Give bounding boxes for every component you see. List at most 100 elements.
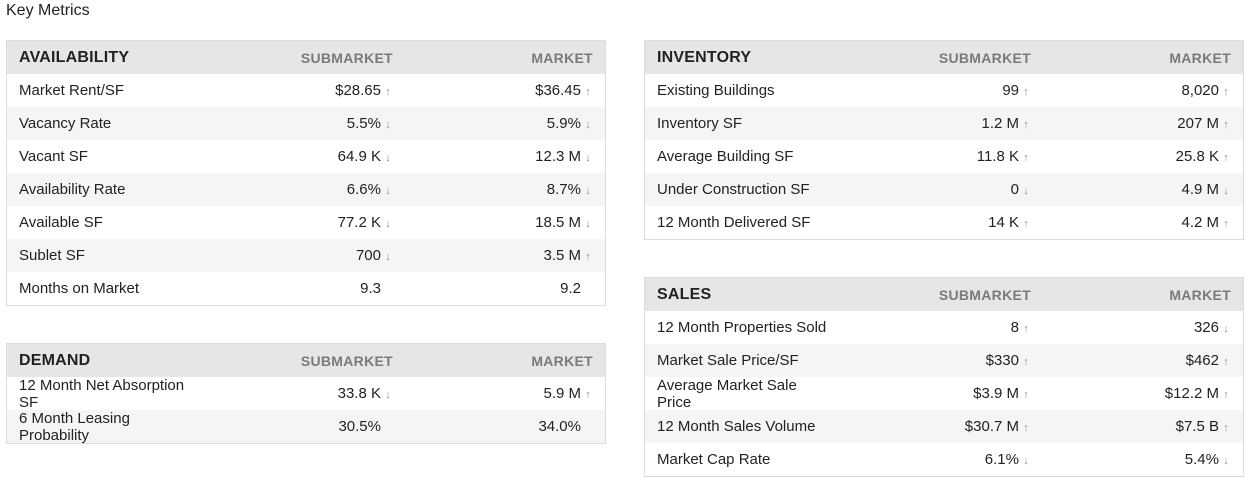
market-value: $462 ↑ [1031,352,1231,369]
submarket-value: 11.8 K ↑ [831,148,1031,165]
metric-label: Average Building SF [657,148,794,165]
trend-down-icon: ↓ [385,152,391,164]
availability-rows: Market Rent/SF $28.65 ↑ $36.45 ↑ Vacancy Rate… [7,74,605,305]
metric-row: 12 Month Sales Volume $30.7 M ↑ $7.5 B ↑ [645,410,1243,443]
trend-down-icon: ↓ [385,251,391,263]
trend-up-icon: ↑ [1223,356,1229,368]
metric-label: Under Construction SF [657,181,810,198]
market-value: 5.4% ↓ [1031,451,1231,468]
demand-panel: DEMAND SUBMARKET MARKET 12 Month Net Absorp… [6,343,606,444]
metric-label: Market Sale Price/SF [657,352,799,369]
trend-up-icon: ↑ [1223,152,1229,164]
submarket-value: 30.5% [338,418,381,435]
page-title: Key Metrics [6,2,90,19]
trend-up-icon: ↑ [1023,152,1029,164]
submarket-value: $330 ↑ [831,352,1031,369]
metric-label: Months on Market [19,280,140,297]
trend-up-icon: ↑ [1023,119,1029,131]
trend-down-icon: ↓ [585,218,591,230]
market-value: 25.8 K ↑ [1031,148,1231,165]
demand-header: DEMAND SUBMARKET MARKET [7,344,605,377]
trend-up-icon: ↑ [1023,86,1029,98]
trend-down-icon: ↓ [1023,455,1029,467]
column-header-market: MARKET [531,352,593,369]
market-value: 8.7% ↓ [393,181,593,198]
metric-label: 12 Month Net Absorption SF [19,376,185,411]
trend-up-icon: ↑ [1023,356,1029,368]
metric-label: Existing Buildings [657,82,775,99]
section-title: DEMAND [19,351,91,369]
section-title: AVAILABILITY [19,48,130,66]
metric-label: 6 Month Leasing Probability [19,409,130,444]
submarket-value: 64.9 K ↓ [193,148,393,165]
column-header-market: MARKET [531,49,593,66]
metric-row: Inventory SF 1.2 M ↑ 207 M ↑ [645,107,1243,140]
availability-panel: AVAILABILITY SUBMARKET MARKET Market Rent/S… [6,40,606,306]
column-header-submarket: SUBMARKET [938,49,1031,66]
submarket-value: 9.3 [360,280,381,297]
market-value: $36.45 ↑ [393,82,593,99]
section-title: INVENTORY [657,48,752,66]
trend-up-icon: ↑ [385,86,391,98]
demand-rows: 12 Month Net Absorption SF 33.8 K ↓ 5.9 M ↑ 6… [7,376,605,444]
metric-label: Market Rent/SF [19,82,125,99]
trend-down-icon: ↓ [385,389,391,401]
metric-label: Average Market Sale Price [657,376,797,411]
sales-header: SALES SUBMARKET MARKET [645,278,1243,311]
submarket-value: 5.5% ↓ [193,115,393,132]
trend-up-icon: ↑ [1223,218,1229,230]
trend-up-icon: ↑ [1223,422,1229,434]
submarket-value: 6.1% ↓ [831,451,1031,468]
column-header-market: MARKET [1169,286,1231,303]
column-header-submarket: SUBMARKET [300,352,393,369]
market-value: 3.5 M ↑ [393,247,593,264]
trend-up-icon: ↑ [1223,119,1229,131]
market-value: 4.9 M ↓ [1031,181,1231,198]
metric-row: Average Market Sale Price $3.9 M ↑ $12.2 M ↑ [645,376,1243,411]
metric-label: 12 Month Sales Volume [657,418,816,435]
trend-down-icon: ↓ [1023,185,1029,197]
market-value: 9.2 [560,280,581,297]
submarket-value: $28.65 ↑ [193,82,393,99]
submarket-value: 6.6% ↓ [193,181,393,198]
metric-row: 12 Month Net Absorption SF 33.8 K ↓ 5.9 M ↑ [7,376,605,411]
market-value: 5.9% ↓ [393,115,593,132]
submarket-value: 8 ↑ [831,319,1031,336]
submarket-value: 77.2 K ↓ [193,214,393,231]
metric-row: Market Cap Rate 6.1% ↓ 5.4% ↓ [645,443,1243,476]
market-value: 18.5 M ↓ [393,214,593,231]
trend-up-icon: ↑ [585,251,591,263]
metric-row: 12 Month Properties Sold 8 ↑ 326 ↓ [645,311,1243,344]
inventory-rows: Existing Buildings 99 ↑ 8,020 ↑ Inventory SF 1… [645,74,1243,239]
metric-row: Months on Market 9.3 9.2 [7,272,605,305]
metric-row: Existing Buildings 99 ↑ 8,020 ↑ [645,74,1243,107]
trend-up-icon: ↑ [1023,218,1029,230]
trend-up-icon: ↑ [585,389,591,401]
section-title: SALES [657,285,712,303]
metric-row: Available SF 77.2 K ↓ 18.5 M ↓ [7,206,605,239]
trend-down-icon: ↓ [1223,323,1229,335]
market-value: 8,020 ↑ [1031,82,1231,99]
market-value: 12.3 M ↓ [393,148,593,165]
submarket-value: 14 K ↑ [831,214,1031,231]
trend-down-icon: ↓ [385,119,391,131]
metric-row: Vacancy Rate 5.5% ↓ 5.9% ↓ [7,107,605,140]
metric-label: Availability Rate [19,181,126,198]
sales-panel: SALES SUBMARKET MARKET 12 Month Properties … [644,277,1244,477]
trend-down-icon: ↓ [385,218,391,230]
inventory-header: INVENTORY SUBMARKET MARKET [645,41,1243,74]
metric-row: Vacant SF 64.9 K ↓ 12.3 M ↓ [7,140,605,173]
market-value: 4.2 M ↑ [1031,214,1231,231]
submarket-value: 33.8 K ↓ [193,385,393,402]
market-value: $12.2 M ↑ [1031,385,1231,402]
metric-label: Inventory SF [657,115,743,132]
trend-down-icon: ↓ [585,185,591,197]
market-value: 326 ↓ [1031,319,1231,336]
metric-label: Vacancy Rate [19,115,112,132]
metric-row: Sublet SF 700 ↓ 3.5 M ↑ [7,239,605,272]
metric-label: Vacant SF [19,148,88,165]
inventory-panel: INVENTORY SUBMARKET MARKET Existing Buildin… [644,40,1244,240]
trend-up-icon: ↑ [1223,86,1229,98]
metric-label: 12 Month Delivered SF [657,214,811,231]
market-value: $7.5 B ↑ [1031,418,1231,435]
